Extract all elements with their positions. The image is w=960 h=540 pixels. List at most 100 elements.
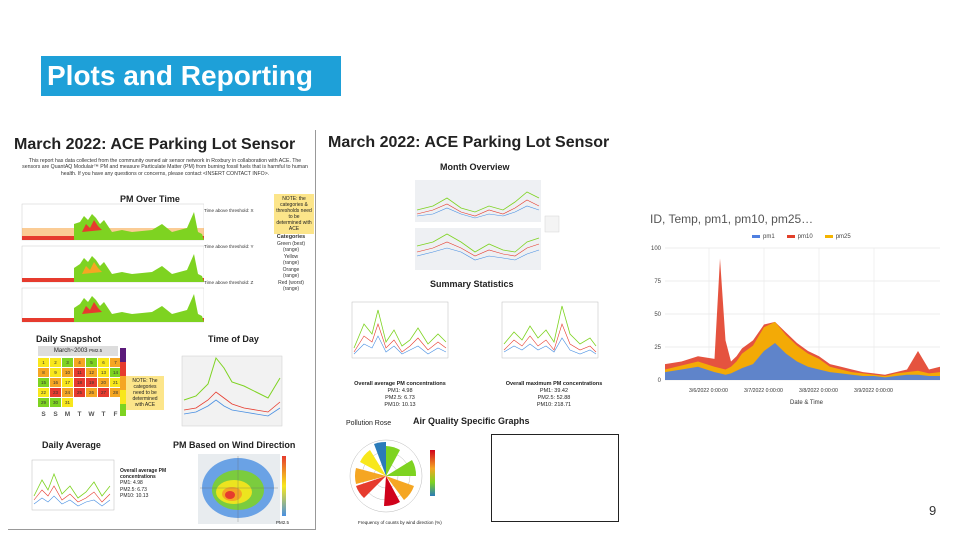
calendar-day-cell: 20 (98, 378, 109, 387)
calendar-note: NOTE: The categories need to be determin… (126, 376, 164, 410)
calendar-day-cell: 27 (98, 388, 109, 397)
daily-average-chart (31, 459, 115, 511)
y-tick-label: 0 (658, 378, 662, 384)
calendar-day-cell: 2 (50, 358, 61, 367)
daily-snapshot-heading: Daily Snapshot (36, 334, 102, 344)
series-area-pm25 (665, 321, 940, 380)
category-item: Yellow (283, 253, 299, 260)
categories-list: Categories Green (best) (range) Yellow (… (266, 234, 315, 293)
y-tick-label: 50 (654, 312, 661, 318)
daily-average-heading: Daily Average (42, 440, 101, 450)
threshold-y-label: Time above threshold: Y (204, 244, 254, 249)
calendar-day-cell: 8 (38, 368, 49, 377)
right-chart-xlabel: Date & Time (790, 400, 824, 406)
calendar-grid: 1 2 3 4 5 6 7 8 9 10 11 12 13 14 15 16 17 18 19 20 21 22 23 24 2… (38, 358, 121, 407)
series-area-pm1 (665, 343, 940, 380)
mid-report-title: March 2022: ACE Parking Lot Sensor (328, 134, 610, 151)
right-chart-legend: pm1 pm10 pm25 (752, 234, 851, 240)
calendar-day-cell: 14 (110, 368, 121, 377)
calendar-day-cell (98, 398, 109, 407)
pm-over-time-chart-2 (21, 245, 204, 283)
calendar-day-cell: 30 (50, 398, 61, 407)
x-tick-label: 3/7/2022 0:00:00 (744, 388, 783, 394)
category-item: (range) (282, 273, 300, 279)
calendar-day-cell (110, 398, 121, 407)
calendar-day-cell: 7 (110, 358, 121, 367)
left-report-page: March 2022: ACE Parking Lot Sensor This … (8, 130, 316, 530)
y-tick-label: 100 (651, 246, 662, 252)
legend-pm1: pm1 (752, 234, 775, 240)
x-tick-label: 3/9/2022 0:00:00 (854, 388, 893, 394)
pollution-rose-label: Pollution Rose (346, 420, 392, 427)
time-of-day-heading: Time of Day (208, 334, 259, 344)
x-tick-label: 3/6/2022 0:00:00 (689, 388, 728, 394)
pm-over-time-chart-3 (21, 287, 204, 323)
calendar-day-cell: 25 (74, 388, 85, 397)
summary-statistics-heading: Summary Statistics (430, 279, 514, 289)
left-report-description: This report has data collected from the … (22, 158, 308, 177)
calendar-day-cell (74, 398, 85, 407)
category-item: (range) (282, 247, 300, 253)
category-item: Green (best) (276, 240, 306, 247)
pm-over-time-charts (21, 203, 204, 323)
calendar-day-cell: 23 (50, 388, 61, 397)
left-report-title: March 2022: ACE Parking Lot Sensor (14, 136, 296, 153)
calendar-color-scale (120, 348, 126, 416)
calendar-day-cell: 26 (86, 388, 97, 397)
calendar-day-cell: 28 (110, 388, 121, 397)
calendar-day-cell: 24 (62, 388, 73, 397)
right-chart-title: ID, Temp, pm1, pm10, pm25… (650, 212, 814, 226)
calendar-day-cell: 16 (50, 378, 61, 387)
calendar-day-cell: 15 (38, 378, 49, 387)
calendar-month-header: March~2003 PM2.5 (38, 346, 118, 356)
mid-avg-stats: Overall average PM concentrations PM1: 4… (354, 381, 446, 408)
categories-note: NOTE: the categories & thresholds need t… (274, 194, 314, 234)
calendar-day-cell: 10 (62, 368, 73, 377)
category-item: (range) (282, 286, 300, 292)
slide-title-box: Plots and Reporting (41, 56, 341, 96)
threshold-x-label: Time above threshold: X (204, 208, 254, 213)
y-tick-label: 25 (654, 345, 661, 351)
calendar-day-cell: 17 (62, 378, 73, 387)
calendar-day-cell: 13 (98, 368, 109, 377)
left-avg-stats: Overall average PM concentrations PM1: 4… (120, 468, 167, 499)
empty-graph-placeholder (491, 434, 619, 522)
legend-pm25: pm25 (824, 234, 851, 240)
calendar-day-cell: 11 (74, 368, 85, 377)
summary-avg-chart (351, 301, 449, 359)
calendar-day-cell: 1 (38, 358, 49, 367)
calendar-day-cell: 5 (86, 358, 97, 367)
category-item: (range) (282, 260, 300, 266)
wind-direction-map (198, 454, 286, 524)
month-overview-heading: Month Overview (440, 162, 510, 172)
mid-max-stats: Overall maximum PM concentrations PM1: 3… (505, 381, 603, 408)
calendar-day-cell: 18 (74, 378, 85, 387)
calendar-day-cell: 31 (62, 398, 73, 407)
calendar-day-cell: 3 (62, 358, 73, 367)
page-number: 9 (929, 503, 937, 518)
categories-title: Categories (276, 234, 306, 240)
pm-over-time-heading: PM Over Time (120, 194, 180, 204)
calendar-weekday-labels: S S M T W T F (41, 411, 118, 418)
aq-graphs-heading: Air Quality Specific Graphs (413, 416, 530, 426)
calendar-day-cell: 29 (38, 398, 49, 407)
right-area-chart: 0 25 50 75 100 3/6/2022 0:00:00 3/7/2022 0:00:… (651, 246, 940, 394)
wind-map-label: PM2.5 (276, 520, 290, 525)
y-tick-label: 75 (654, 279, 661, 285)
time-of-day-chart (181, 355, 283, 427)
pm-wind-heading: PM Based on Wind Direction (173, 440, 296, 450)
calendar-heatmap: March~2003 PM2.5 1 2 3 4 5 6 7 8 9 10 11 12 13 14 15 16… (38, 346, 121, 418)
legend-pm10: pm10 (786, 234, 813, 240)
category-item: Orange (282, 266, 300, 273)
calendar-day-cell: 4 (74, 358, 85, 367)
category-item: Red (worst) (278, 279, 304, 286)
calendar-day-cell: 19 (86, 378, 97, 387)
calendar-day-cell (86, 398, 97, 407)
calendar-day-cell: 6 (98, 358, 109, 367)
x-tick-label: 3/8/2022 0:00:00 (799, 388, 838, 394)
pollution-rose-caption: Frequency of counts by wind direction (%… (358, 520, 442, 525)
calendar-day-cell: 21 (110, 378, 121, 387)
calendar-day-cell: 9 (50, 368, 61, 377)
pm-over-time-chart-1 (21, 203, 204, 241)
